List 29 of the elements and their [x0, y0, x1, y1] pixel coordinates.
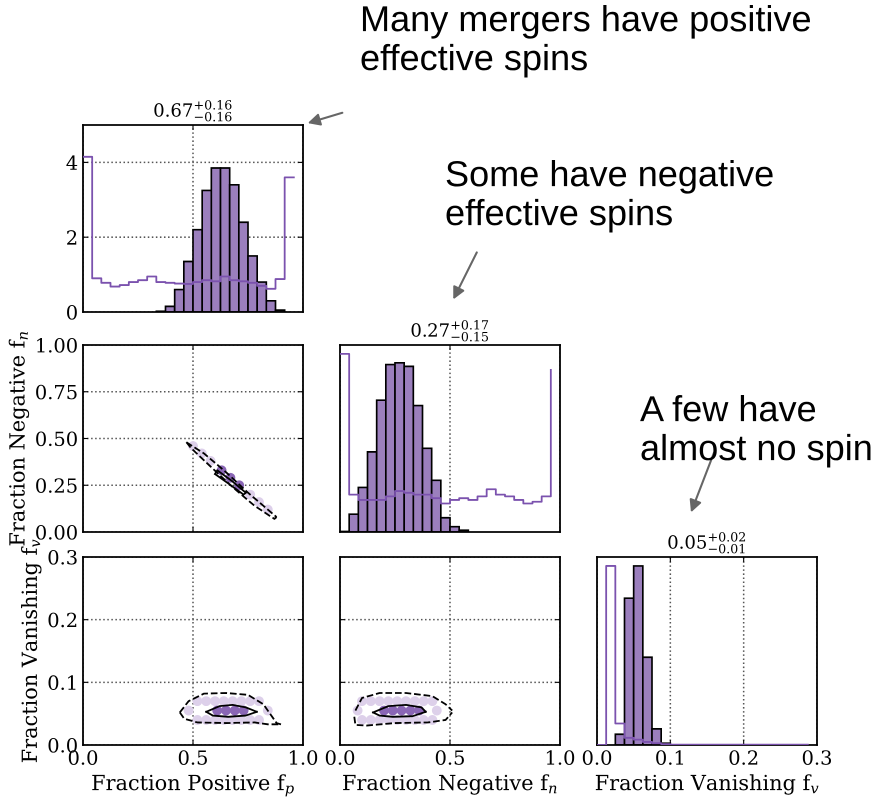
- text: A few have almost no spin: [640, 395, 870, 468]
- x-tick-label: 0.5: [436, 750, 464, 765]
- y-tick-label: 0.2: [48, 612, 76, 628]
- text: Some have negative effective spins: [446, 160, 773, 233]
- x-tick-label: 0.0: [582, 750, 612, 765]
- chart-title: 0.67$^{+0.16}$$_{−0.16}$: [154, 100, 232, 122]
- y-tick-label: 0.75: [36, 384, 77, 400]
- y-tick-label: 0.25: [36, 478, 77, 493]
- x-tick-label: 1.0: [546, 750, 574, 765]
- y-tick-label: 0.00: [36, 524, 77, 540]
- x-tick-label: 0.3: [802, 750, 832, 765]
- x-tick-label: 0.2: [729, 750, 758, 765]
- text: Many mergers have positive effective spins: [362, 5, 810, 78]
- chart-title: 0.27$^{+0.17}$$_{−0.15}$: [412, 320, 488, 342]
- x-tick-label: 0.1: [656, 750, 684, 765]
- x-tick-label: 0.0: [326, 750, 354, 765]
- x-axis-title: Fraction Vanishing f$_{v}$: [596, 774, 819, 795]
- y-tick-label: 1.00: [37, 338, 77, 353]
- y-tick-label: 0.1: [48, 675, 76, 690]
- x-tick-label: 0.5: [178, 750, 207, 765]
- y-tick-label: 2: [67, 230, 76, 245]
- y-tick-label: 4: [66, 155, 78, 170]
- chart-title: 0.05$^{+0.02}$$_{−0.01}$: [668, 532, 746, 554]
- x-axis-title: Fraction Negative f$_{n}$: [343, 774, 556, 795]
- x-tick-label: 1.0: [290, 750, 318, 765]
- y-tick-label: 0: [67, 304, 77, 320]
- y-tick-label: 0.50: [36, 431, 77, 446]
- x-axis-title: Fraction Positive f$_{p}$: [92, 774, 294, 796]
- y-tick-label: 0.3: [48, 550, 77, 565]
